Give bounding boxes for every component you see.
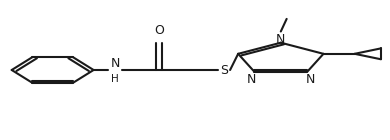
Text: N: N xyxy=(110,57,120,70)
Text: O: O xyxy=(154,24,164,37)
Text: N: N xyxy=(246,73,256,86)
Text: N: N xyxy=(306,73,315,86)
Text: H: H xyxy=(111,74,119,84)
Text: N: N xyxy=(276,33,285,46)
Text: S: S xyxy=(220,64,228,76)
